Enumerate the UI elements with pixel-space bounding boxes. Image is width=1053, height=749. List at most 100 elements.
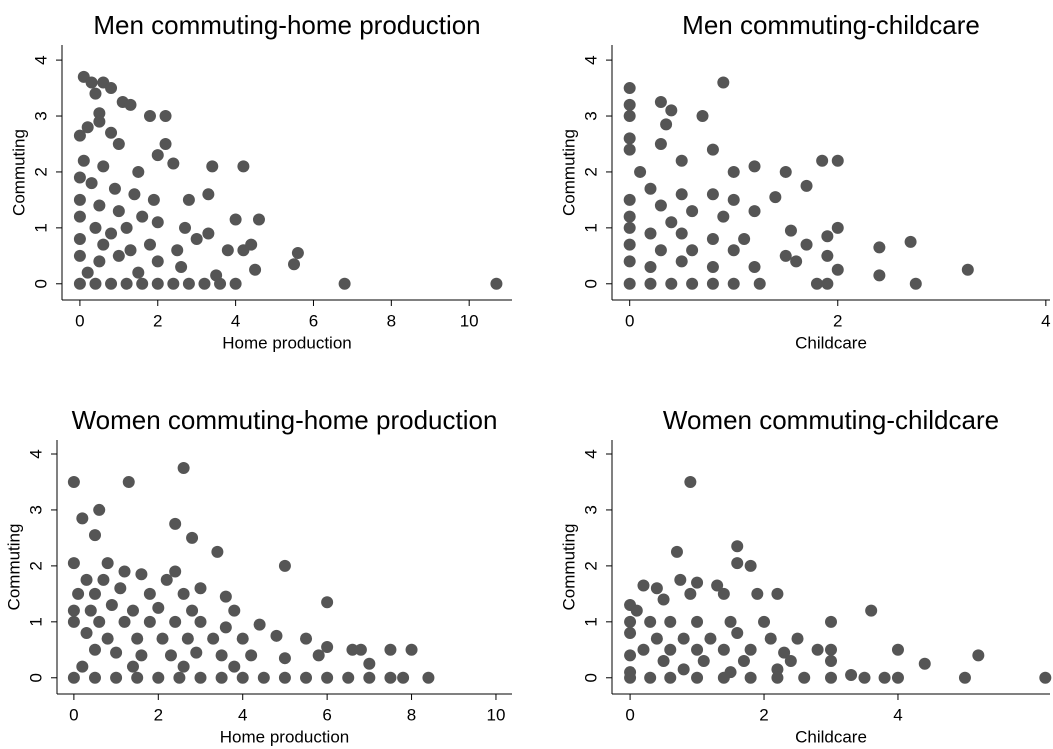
point (245, 649, 258, 662)
point (623, 210, 636, 223)
point (219, 621, 232, 634)
point (873, 241, 886, 254)
point (278, 559, 291, 572)
point (101, 632, 114, 645)
point (190, 646, 203, 659)
point (105, 599, 118, 612)
point (300, 671, 313, 684)
point (717, 210, 730, 223)
point (665, 216, 678, 229)
point (790, 255, 803, 268)
point (156, 632, 169, 645)
point (159, 137, 172, 150)
point (67, 475, 80, 488)
point (190, 233, 203, 246)
point (77, 154, 90, 167)
x-tick-label: 4 (231, 311, 240, 330)
chart-title: Women commuting-childcare (663, 405, 999, 435)
point (131, 671, 144, 684)
point (686, 277, 699, 290)
point (816, 154, 829, 167)
point (624, 649, 637, 662)
y-tick-label: 1 (26, 617, 45, 626)
point (186, 604, 199, 617)
point (731, 557, 744, 570)
point (644, 227, 657, 240)
y-tick-label: 2 (581, 167, 600, 176)
point (132, 266, 145, 279)
point (182, 277, 195, 290)
point (210, 269, 223, 282)
point (674, 573, 687, 586)
point (384, 643, 397, 656)
point (825, 615, 837, 628)
point (691, 643, 704, 656)
point (831, 221, 844, 234)
point (422, 671, 435, 684)
y-tick-label: 3 (581, 111, 600, 120)
point (288, 258, 301, 271)
point (85, 76, 98, 89)
chart-title: Men commuting-home production (93, 10, 480, 40)
point (644, 277, 657, 290)
x-tick-label: 2 (759, 705, 768, 724)
point (219, 590, 232, 603)
point (644, 261, 657, 274)
point (958, 671, 971, 684)
point (110, 671, 123, 684)
point (118, 615, 131, 628)
point (88, 671, 101, 684)
x-tick-label: 10 (487, 705, 506, 724)
point (67, 615, 80, 628)
point (737, 654, 750, 667)
point (691, 576, 704, 589)
point (338, 277, 351, 290)
point (112, 137, 125, 150)
point (657, 593, 670, 606)
point (80, 627, 93, 640)
point (810, 277, 823, 290)
point (81, 266, 94, 279)
point (791, 632, 804, 645)
point (93, 615, 106, 628)
point (684, 587, 697, 600)
point (623, 221, 636, 234)
y-axis-label: Commuting (9, 129, 28, 216)
subplot: Women commuting-home production 0 1 2 3 4 0 2 4 6… (4, 405, 512, 746)
point (159, 110, 172, 123)
point (624, 671, 637, 684)
point (706, 261, 719, 274)
point (717, 643, 730, 656)
point (727, 244, 740, 257)
point (151, 255, 164, 268)
point (206, 160, 219, 173)
point (657, 654, 670, 667)
y-tick-label: 1 (31, 223, 50, 232)
subplot: Women commuting-childcare 0 1 2 3 4 0 2 4 Childca… (559, 405, 1052, 746)
y-tick-label: 1 (581, 223, 600, 232)
y-tick-label: 2 (26, 561, 45, 570)
point (490, 277, 503, 290)
point (825, 671, 837, 684)
point (858, 671, 871, 684)
x-tick-label: 4 (893, 705, 902, 724)
point (300, 632, 313, 645)
point (84, 604, 97, 617)
point (73, 210, 86, 223)
point (363, 657, 376, 670)
point (675, 227, 688, 240)
point (321, 641, 334, 654)
y-tick-label: 4 (581, 55, 600, 64)
point (664, 615, 677, 628)
y-tick-label: 0 (581, 673, 600, 682)
point (670, 545, 683, 558)
y-tick-label: 2 (581, 561, 600, 570)
point (405, 643, 418, 656)
point (972, 649, 985, 662)
point (397, 671, 410, 684)
x-tick-label: 4 (1041, 311, 1050, 330)
x-tick-label: 10 (460, 311, 479, 330)
point (684, 475, 697, 488)
y-tick-label: 0 (31, 279, 50, 288)
point (202, 227, 215, 240)
